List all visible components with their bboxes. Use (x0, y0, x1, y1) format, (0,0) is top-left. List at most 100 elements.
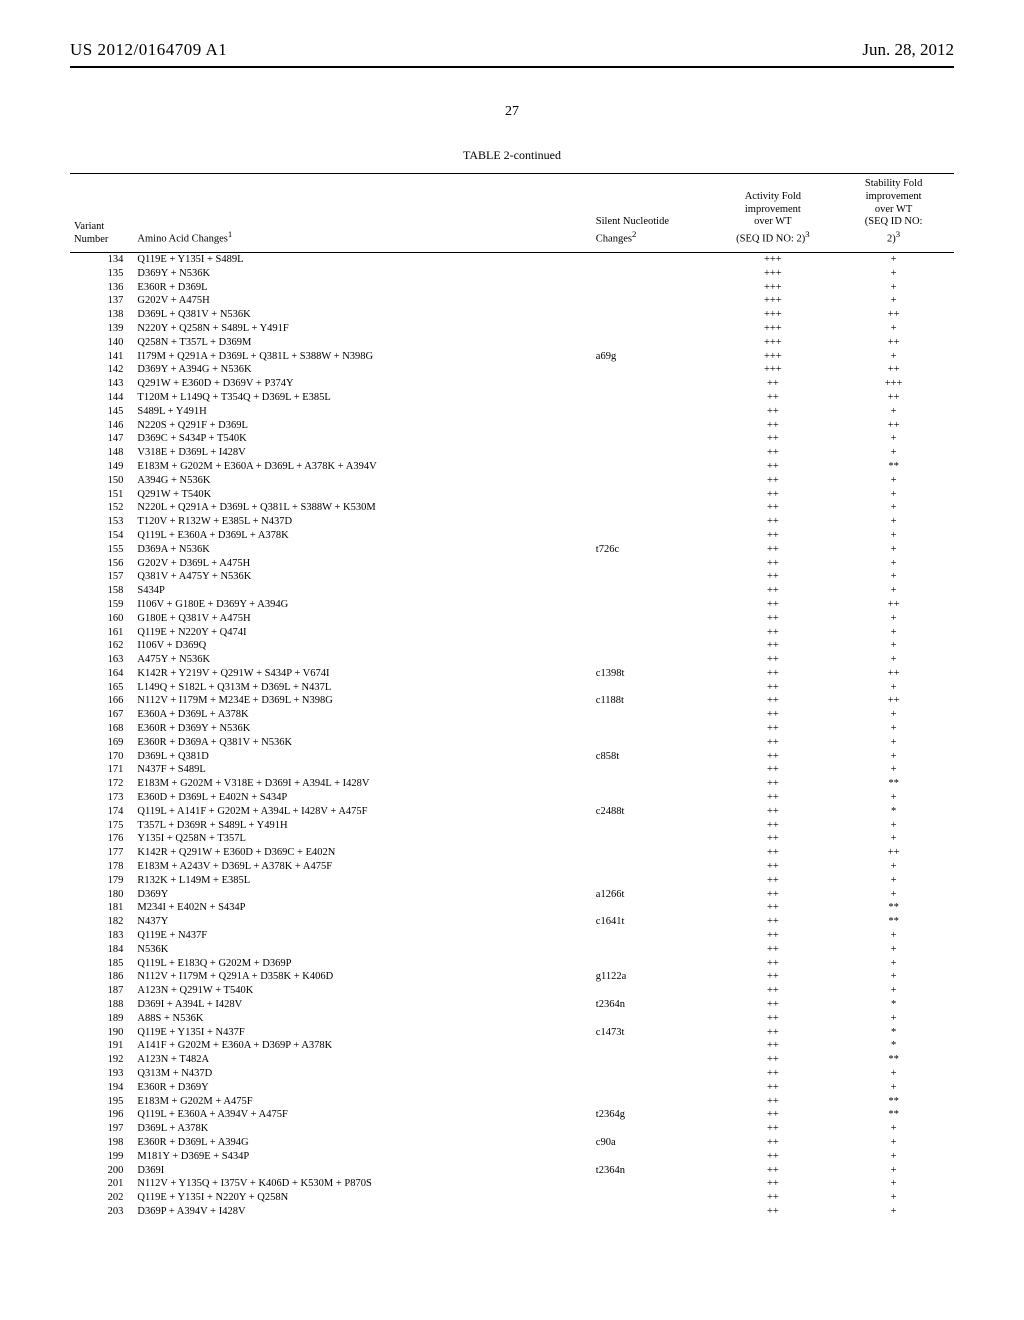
cell-variant-number: 174 (70, 805, 133, 819)
cell-variant-number: 190 (70, 1026, 133, 1040)
cell-activity: +++ (713, 364, 834, 378)
table-row: 151Q291W + T540K+++ (70, 488, 954, 502)
cell-silent-changes (592, 1150, 713, 1164)
cell-aa-changes: E360R + D369Y + N536K (133, 723, 591, 737)
cell-variant-number: 152 (70, 502, 133, 516)
table-row: 172E183M + G202M + V318E + D369I + A394L… (70, 778, 954, 792)
cell-activity: ++ (713, 378, 834, 392)
table-row: 168E360R + D369Y + N536K+++ (70, 723, 954, 737)
table-row: 192A123N + T482A++** (70, 1054, 954, 1068)
cell-stability: + (833, 1068, 954, 1082)
cell-silent-changes: c1473t (592, 1026, 713, 1040)
cell-silent-changes: c1188t (592, 695, 713, 709)
cell-aa-changes: R132K + L149M + E385L (133, 874, 591, 888)
cell-stability: ** (833, 1109, 954, 1123)
cell-silent-changes (592, 336, 713, 350)
cell-aa-changes: A475Y + N536K (133, 654, 591, 668)
cell-stability: + (833, 874, 954, 888)
cell-stability: + (833, 1136, 954, 1150)
cell-activity: ++ (713, 529, 834, 543)
table-row: 166N112V + I179M + M234E + D369L + N398G… (70, 695, 954, 709)
cell-activity: ++ (713, 681, 834, 695)
table-row: 188D369I + A394L + I428Vt2364n++* (70, 999, 954, 1013)
cell-activity: ++ (713, 640, 834, 654)
cell-variant-number: 192 (70, 1054, 133, 1068)
patent-page: US 2012/0164709 A1 Jun. 28, 2012 27 TABL… (0, 0, 1024, 1320)
cell-activity: ++ (713, 902, 834, 916)
cell-stability: + (833, 433, 954, 447)
cell-variant-number: 147 (70, 433, 133, 447)
cell-stability: + (833, 640, 954, 654)
cell-silent-changes (592, 681, 713, 695)
cell-stability: * (833, 1040, 954, 1054)
table-row: 182N437Yc1641t++** (70, 916, 954, 930)
header-rule (70, 66, 954, 68)
cell-stability: + (833, 1012, 954, 1026)
cell-variant-number: 186 (70, 971, 133, 985)
cell-aa-changes: E360A + D369L + A378K (133, 709, 591, 723)
cell-aa-changes: T120V + R132W + E385L + N437D (133, 516, 591, 530)
cell-aa-changes: Q119E + N220Y + Q474I (133, 626, 591, 640)
cell-stability: + (833, 626, 954, 640)
cell-activity: ++ (713, 433, 834, 447)
cell-variant-number: 182 (70, 916, 133, 930)
cell-aa-changes: L149Q + S182L + Q313M + D369L + N437L (133, 681, 591, 695)
cell-aa-changes: N220Y + Q258N + S489L + Y491F (133, 322, 591, 336)
cell-activity: ++ (713, 543, 834, 557)
cell-aa-changes: M181Y + D369E + S434P (133, 1150, 591, 1164)
cell-activity: ++ (713, 985, 834, 999)
cell-aa-changes: D369L + A378K (133, 1123, 591, 1137)
cell-silent-changes (592, 654, 713, 668)
cell-variant-number: 197 (70, 1123, 133, 1137)
cell-silent-changes (592, 253, 713, 267)
table-row: 194E360R + D369Y+++ (70, 1081, 954, 1095)
cell-activity: ++ (713, 1081, 834, 1095)
cell-silent-changes (592, 957, 713, 971)
cell-variant-number: 203 (70, 1205, 133, 1219)
table-row: 181M234I + E402N + S434P++** (70, 902, 954, 916)
cell-silent-changes (592, 391, 713, 405)
cell-stability: + (833, 267, 954, 281)
table-row: 140Q258N + T357L + D369M+++++ (70, 336, 954, 350)
cell-aa-changes: I106V + D369Q (133, 640, 591, 654)
cell-activity: ++ (713, 571, 834, 585)
cell-variant-number: 187 (70, 985, 133, 999)
cell-variant-number: 189 (70, 1012, 133, 1026)
table-row: 142D369Y + A394G + N536K+++++ (70, 364, 954, 378)
cell-activity: ++ (713, 488, 834, 502)
table-row: 156G202V + D369L + A475H+++ (70, 557, 954, 571)
cell-activity: +++ (713, 253, 834, 267)
cell-activity: ++ (713, 695, 834, 709)
cell-silent-changes (592, 778, 713, 792)
table-row: 174Q119L + A141F + G202M + A394L + I428V… (70, 805, 954, 819)
cell-stability: + (833, 833, 954, 847)
cell-activity: ++ (713, 1012, 834, 1026)
table-row: 145S489L + Y491H+++ (70, 405, 954, 419)
cell-silent-changes (592, 640, 713, 654)
cell-stability: + (833, 861, 954, 875)
cell-activity: ++ (713, 447, 834, 461)
cell-stability: + (833, 557, 954, 571)
cell-aa-changes: D369L + Q381V + N536K (133, 309, 591, 323)
table-row: 195E183M + G202M + A475F++** (70, 1095, 954, 1109)
cell-stability: + (833, 350, 954, 364)
cell-variant-number: 198 (70, 1136, 133, 1150)
cell-aa-changes: G180E + Q381V + A475H (133, 612, 591, 626)
cell-aa-changes: Q119E + Y135I + N220Y + Q258N (133, 1192, 591, 1206)
table-caption: TABLE 2-continued (70, 148, 954, 163)
cell-variant-number: 154 (70, 529, 133, 543)
cell-silent-changes (592, 529, 713, 543)
cell-silent-changes (592, 1012, 713, 1026)
cell-silent-changes (592, 764, 713, 778)
cell-activity: ++ (713, 612, 834, 626)
cell-silent-changes: c858t (592, 750, 713, 764)
cell-aa-changes: Q291W + E360D + D369V + P374Y (133, 378, 591, 392)
cell-activity: ++ (713, 1068, 834, 1082)
table-row: 160G180E + Q381V + A475H+++ (70, 612, 954, 626)
cell-activity: ++ (713, 516, 834, 530)
cell-stability: ++ (833, 847, 954, 861)
table-row: 149E183M + G202M + E360A + D369L + A378K… (70, 460, 954, 474)
table-row: 154Q119L + E360A + D369L + A378K+++ (70, 529, 954, 543)
cell-aa-changes: D369Y + A394G + N536K (133, 364, 591, 378)
cell-silent-changes: t2364n (592, 999, 713, 1013)
